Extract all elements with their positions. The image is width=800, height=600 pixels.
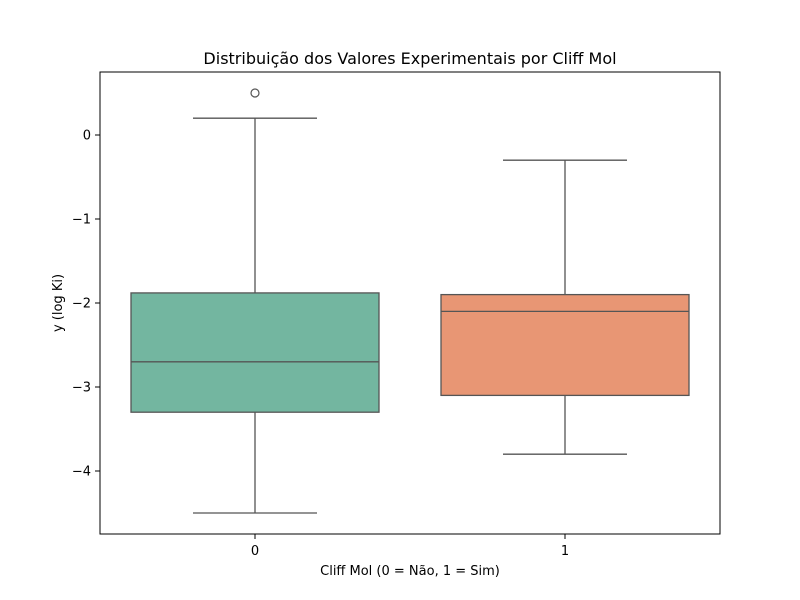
x-axis-label: Cliff Mol (0 = Não, 1 = Sim) xyxy=(320,564,500,579)
box-1 xyxy=(440,293,690,397)
y-tick-label: −3 xyxy=(72,381,91,396)
box-0 xyxy=(130,292,380,413)
plot-area: 0 −1 −2 −3 −4 0 1 xyxy=(72,71,721,559)
y-tick-label: −2 xyxy=(72,297,91,312)
y-tick-label: −1 xyxy=(72,213,91,228)
x-tick-label: 0 xyxy=(251,544,259,559)
y-axis-label: y (log Ki) xyxy=(51,274,66,332)
y-tick-label: 0 xyxy=(83,129,91,144)
x-tick-label: 1 xyxy=(561,544,569,559)
outlier-point xyxy=(250,88,260,98)
y-tick-label: −4 xyxy=(72,465,91,480)
chart-title: Distribuição dos Valores Experimentais p… xyxy=(203,49,616,68)
